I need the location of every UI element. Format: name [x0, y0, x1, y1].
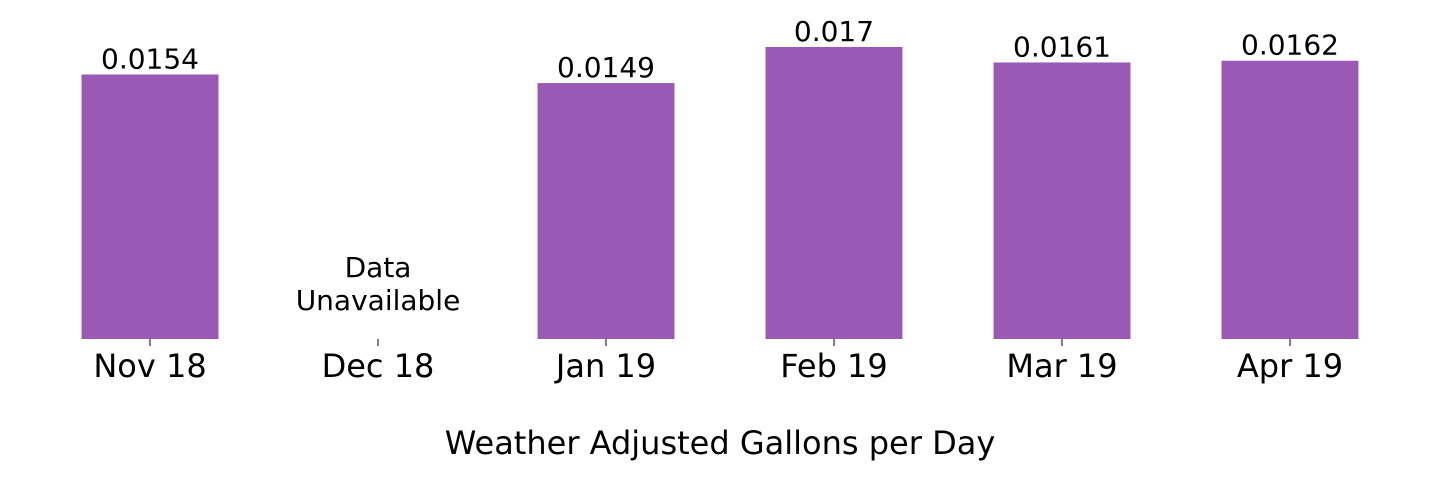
bar-value-label-apr-19: 0.0162 — [1241, 29, 1339, 62]
bars-group — [81, 47, 1359, 339]
bar-jan-19 — [537, 83, 675, 339]
x-tick-label-apr-19: Apr 19 — [1237, 347, 1343, 385]
data-unavailable-line-1: Data — [345, 251, 412, 284]
x-tick-label-mar-19: Mar 19 — [1006, 347, 1117, 385]
bar-value-labels: 0.0154 0.0149 0.017 0.0161 0.0162 — [101, 15, 1339, 84]
bar-mar-19 — [993, 62, 1131, 339]
bar-value-label-nov-18: 0.0154 — [101, 42, 199, 75]
x-tick-label-nov-18: Nov 18 — [93, 347, 206, 385]
x-tick-label-dec-18: Dec 18 — [322, 347, 435, 385]
bar-nov-18 — [81, 74, 219, 339]
bar-value-label-jan-19: 0.0149 — [557, 51, 655, 84]
data-unavailable-line-2: Unavailable — [296, 284, 461, 317]
x-tick-label-jan-19: Jan 19 — [554, 347, 656, 385]
x-tick-label-feb-19: Feb 19 — [780, 347, 888, 385]
x-axis-ticks — [149, 339, 1291, 346]
bar-value-label-feb-19: 0.017 — [794, 15, 874, 48]
x-axis-label: Weather Adjusted Gallons per Day — [445, 424, 996, 462]
bar-apr-19 — [1221, 60, 1359, 339]
x-axis-tick-labels: Nov 18 Dec 18 Jan 19 Feb 19 Mar 19 Apr 19 — [93, 347, 1343, 385]
bar-feb-19 — [765, 47, 903, 339]
bar-value-label-mar-19: 0.0161 — [1013, 30, 1111, 63]
